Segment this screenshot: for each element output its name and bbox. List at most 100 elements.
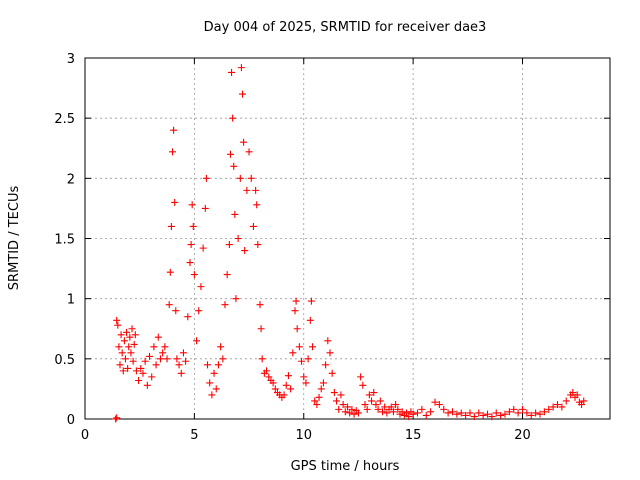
data-point [444, 409, 452, 417]
data-point [128, 325, 136, 333]
data-point [265, 373, 273, 381]
data-point [304, 355, 312, 363]
data-point [257, 325, 265, 333]
data-point [558, 403, 566, 411]
chart-title: Day 004 of 2025, SRMTID for receiver dae… [204, 20, 487, 35]
data-point [462, 411, 470, 419]
data-point [298, 357, 306, 365]
data-point [540, 408, 548, 416]
data-point [398, 408, 406, 416]
data-point [126, 333, 134, 341]
data-point [562, 397, 570, 405]
data-point [241, 247, 249, 255]
data-point [167, 222, 175, 230]
data-point [131, 331, 139, 339]
data-point [372, 401, 380, 409]
data-point [237, 64, 245, 72]
data-point [193, 337, 201, 345]
data-point [156, 355, 164, 363]
data-point [580, 397, 588, 405]
data-point [307, 297, 315, 305]
data-point [333, 397, 341, 405]
data-point [341, 408, 349, 416]
data-point [536, 410, 544, 418]
data-point [210, 369, 218, 377]
data-point [231, 210, 239, 218]
data-point [118, 349, 126, 357]
y-tick-label: 2.5 [54, 112, 75, 127]
data-point [549, 403, 557, 411]
data-point [449, 408, 456, 416]
data-point [289, 349, 297, 357]
data-point [184, 313, 192, 321]
data-point [379, 408, 386, 416]
x-tick-labels: 0 5 10 15 20 [81, 428, 531, 443]
data-point [300, 373, 308, 381]
data-point [361, 401, 369, 409]
data-point [363, 405, 371, 413]
data-point [466, 409, 474, 417]
data-point [344, 403, 351, 411]
data-point [263, 367, 271, 375]
data-point [121, 355, 129, 363]
data-point [113, 414, 121, 422]
data-point [214, 361, 222, 369]
data-point [514, 409, 522, 417]
data-point [335, 405, 343, 413]
data-point [475, 409, 483, 417]
data-point [232, 295, 240, 303]
data-point [202, 174, 210, 182]
y-axis-title: SRMTID / TECUs [7, 186, 22, 291]
data-point [217, 343, 225, 351]
data-point [172, 307, 180, 315]
data-point [309, 343, 316, 351]
data-point [394, 405, 402, 413]
data-point [132, 367, 140, 375]
data-point [150, 343, 158, 351]
data-point [230, 162, 238, 170]
data-point [295, 343, 303, 351]
data-point [116, 361, 124, 369]
data-point [201, 204, 209, 212]
data-point [293, 325, 301, 333]
data-point [339, 401, 347, 409]
data-point [113, 316, 121, 324]
data-point [225, 241, 233, 249]
data-point [253, 201, 261, 209]
data-point [545, 405, 553, 413]
data-point [159, 349, 167, 357]
data-point [177, 369, 185, 377]
data-point [154, 333, 162, 341]
data-point [322, 361, 330, 369]
x-tick-label: 5 [190, 428, 198, 443]
data-point [165, 301, 173, 309]
data-point [519, 405, 526, 413]
x-tick-label: 10 [295, 428, 312, 443]
data-point [229, 114, 237, 122]
data-point [370, 389, 378, 397]
data-point [330, 389, 338, 397]
data-point [123, 328, 131, 336]
data-point [435, 401, 443, 409]
data-point [120, 337, 128, 345]
data-point [532, 409, 540, 417]
data-point [226, 150, 234, 158]
data-point [418, 405, 426, 413]
data-point [359, 381, 367, 389]
grid-lines [85, 58, 610, 419]
data-point [350, 410, 358, 418]
data-point [169, 148, 176, 156]
data-point [440, 405, 448, 413]
data-point [258, 355, 266, 363]
data-point [182, 357, 190, 365]
data-point [405, 413, 413, 421]
data-point [313, 401, 321, 409]
data-point [239, 90, 246, 98]
data-point [119, 367, 127, 375]
data-point [117, 331, 125, 339]
data-point [245, 148, 253, 156]
data-point [292, 297, 300, 305]
data-point [187, 241, 195, 249]
data-point [141, 357, 149, 365]
